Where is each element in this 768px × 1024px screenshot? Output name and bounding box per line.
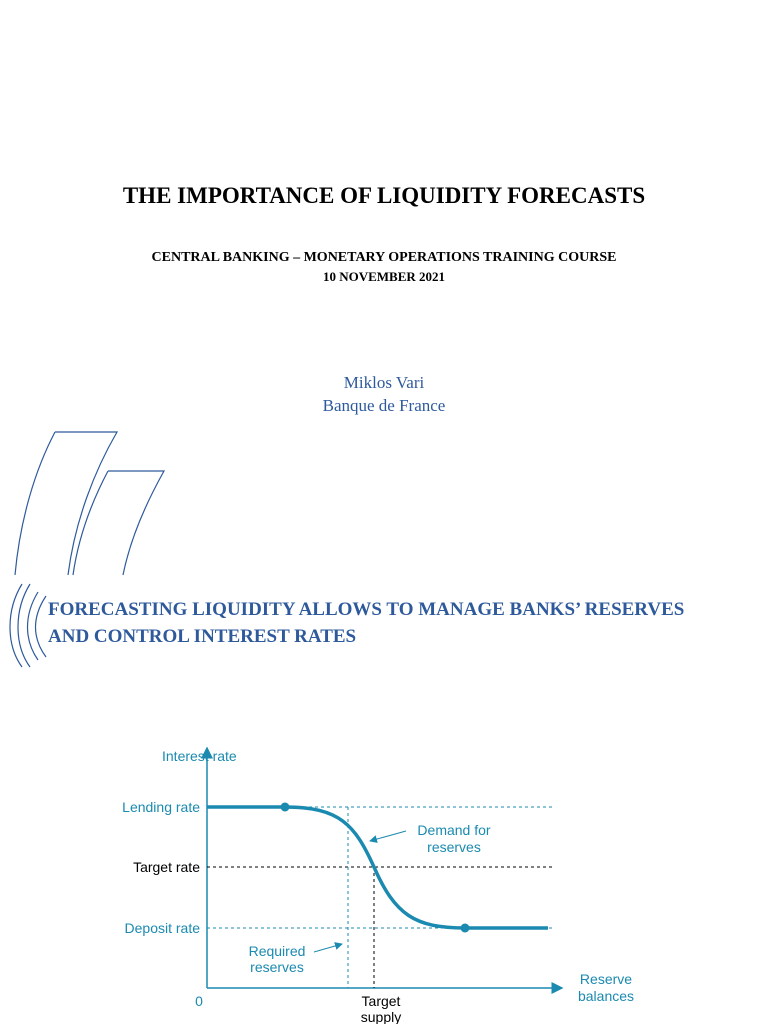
affiliation: Banque de France xyxy=(322,396,446,415)
x-axis-label: Reserve xyxy=(580,971,632,987)
demand-curve xyxy=(207,805,548,930)
demand-label: reserves xyxy=(427,839,481,855)
supply-label: supply xyxy=(361,1009,401,1024)
arrow xyxy=(369,830,407,843)
rate-label: Target rate xyxy=(133,859,200,875)
required-label: Required xyxy=(249,943,306,959)
arrow xyxy=(313,942,343,953)
date: 10 NOVEMBER 2021 xyxy=(322,269,446,284)
arc-deco xyxy=(14,431,119,576)
demand-label: Demand for xyxy=(417,822,490,838)
arc-deco xyxy=(72,470,166,576)
rate-label: Deposit rate xyxy=(125,920,201,936)
x-axis-label: balances xyxy=(578,988,634,1004)
kink-point xyxy=(460,923,470,933)
diagram: Interest rate Lending rate Target rate D… xyxy=(122,746,634,1024)
required-label: reserves xyxy=(250,959,304,975)
author: Miklos Vari xyxy=(343,373,425,392)
heading: FORECASTING LIQUIDITY ALLOWS TO MANAGE B… xyxy=(48,599,685,620)
heading: AND CONTROL INTEREST RATES xyxy=(48,626,357,647)
kink-point xyxy=(280,802,290,812)
title: THE IMPORTANCE OF LIQUIDITY FORECASTS xyxy=(122,183,646,208)
origin: 0 xyxy=(195,993,203,1009)
subtitle: CENTRAL BANKING – MONETARY OPERATIONS TR… xyxy=(151,250,617,265)
rate-label: Lending rate xyxy=(122,799,200,815)
y-axis-label: Interest rate xyxy=(162,748,237,764)
arc-deco xyxy=(9,583,47,668)
supply-label: Target xyxy=(362,993,401,1009)
